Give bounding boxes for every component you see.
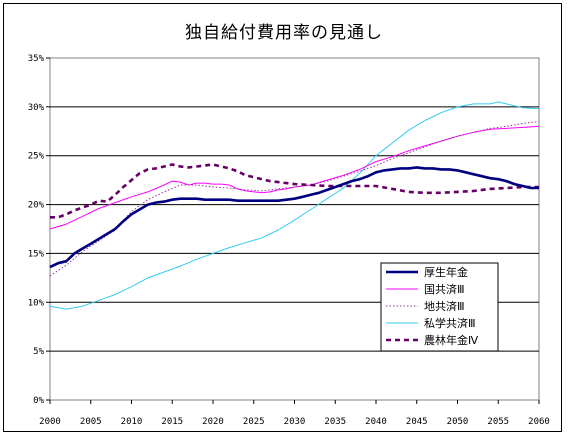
y-tick-label: 25% xyxy=(28,152,45,162)
series-lines xyxy=(49,101,540,310)
legend-label: 私学共済Ⅲ xyxy=(424,316,476,330)
series-line-4 xyxy=(49,101,540,310)
x-tick-label: 2060 xyxy=(528,417,550,427)
x-tick-label: 2045 xyxy=(406,417,428,427)
x-tick-label: 2015 xyxy=(161,417,183,427)
x-tick-label: 2025 xyxy=(243,417,265,427)
legend-label: 農林年金Ⅳ xyxy=(424,333,479,347)
x-tick-label: 2055 xyxy=(487,417,509,427)
legend-box xyxy=(380,262,499,352)
x-tick-label: 2000 xyxy=(39,417,61,427)
legend-label: 国共済Ⅲ xyxy=(424,282,465,296)
y-tick-label: 10% xyxy=(28,298,45,308)
y-tick-label: 0% xyxy=(33,396,44,406)
y-tick-label: 35% xyxy=(28,54,45,64)
series-line-1 xyxy=(49,166,539,269)
x-tick-label: 2005 xyxy=(80,417,102,427)
x-tick-label: 2030 xyxy=(284,417,306,427)
y-tick-label: 5% xyxy=(33,347,44,357)
y-tick-label: 30% xyxy=(28,103,45,113)
legend-label: 厚生年金 xyxy=(424,265,468,279)
y-tick-label: 20% xyxy=(28,201,45,211)
legend-label: 地共済Ⅲ xyxy=(424,299,465,313)
x-tick-label: 2040 xyxy=(365,417,387,427)
x-axis-ticks: 2000 2005 2010 2015 2020 2025 2030 2035 2040 2045… xyxy=(39,400,550,427)
x-tick-label: 2020 xyxy=(202,417,224,427)
y-axis-ticks: 0% 5% 10% 15% 20% 25% 30% 35% xyxy=(28,54,50,406)
x-tick-label: 2050 xyxy=(447,417,469,427)
x-tick-label: 2010 xyxy=(121,417,143,427)
chart-title: 独自給付費用率の見通し xyxy=(185,23,383,43)
series-line-5 xyxy=(50,163,539,219)
y-tick-label: 15% xyxy=(28,249,45,259)
x-tick-label: 2035 xyxy=(324,417,346,427)
